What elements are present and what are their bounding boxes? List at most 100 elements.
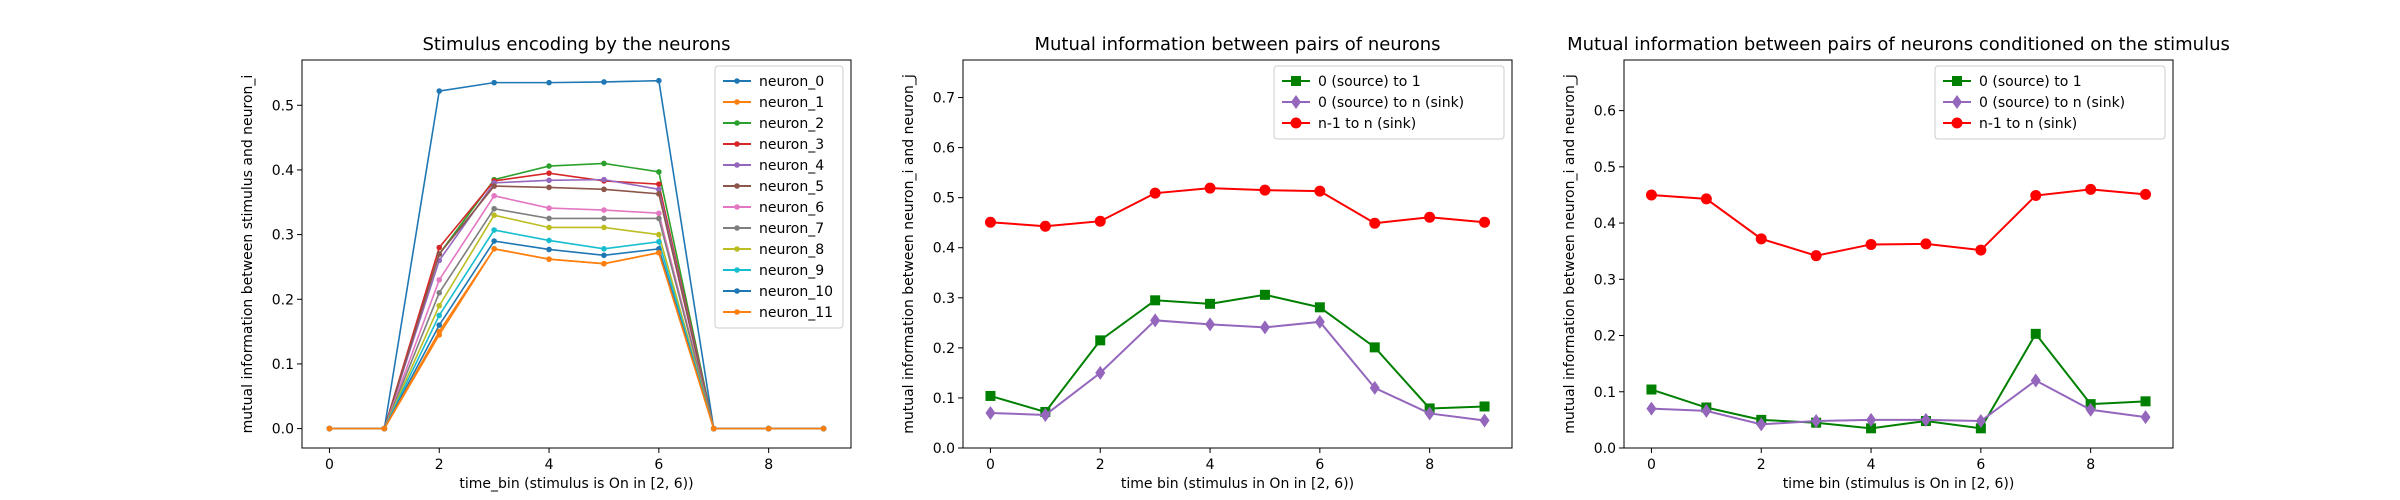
- y-tick-label: 0.5: [1594, 160, 1616, 176]
- y-axis-label: mutual information between stimulus and …: [240, 75, 256, 434]
- y-tick-label: 0.0: [1594, 441, 1616, 457]
- data-point: [1204, 182, 1216, 194]
- x-tick-label: 0: [325, 457, 334, 473]
- data-point: [1424, 211, 1436, 223]
- data-point: [2085, 402, 2096, 417]
- legend-label: neuron_3: [759, 137, 824, 153]
- y-tick-label: 0.5: [272, 98, 294, 114]
- data-point: [546, 163, 552, 169]
- data-point: [656, 191, 662, 197]
- x-tick-label: 8: [764, 457, 773, 473]
- y-tick-label: 0.3: [933, 291, 955, 307]
- data-point: [765, 425, 772, 432]
- legend-swatch-marker: [1291, 95, 1301, 109]
- data-point: [1095, 335, 1106, 346]
- data-point: [2030, 190, 2042, 202]
- series-1: [985, 313, 1490, 428]
- legend-swatch-marker: [734, 141, 740, 147]
- series-line: [1651, 379, 2146, 426]
- legend-swatch-marker: [734, 183, 740, 189]
- data-point: [1095, 365, 1106, 380]
- data-point: [436, 290, 443, 296]
- series-0: [985, 289, 1490, 417]
- data-point: [491, 227, 497, 233]
- data-point: [436, 322, 443, 328]
- data-point: [1314, 314, 1325, 329]
- data-point: [326, 425, 333, 432]
- legend-label: neuron_7: [759, 221, 824, 237]
- x-tick-label: 6: [1315, 457, 1324, 473]
- legend-label: neuron_6: [759, 200, 824, 216]
- data-point: [1314, 185, 1326, 197]
- plot-frame: [301, 59, 852, 449]
- data-point: [1810, 250, 1822, 262]
- legend-swatch-marker: [734, 162, 740, 168]
- chart-title: Mutual information between pairs of neur…: [1034, 34, 1440, 55]
- data-point: [656, 246, 662, 252]
- data-point: [2140, 396, 2151, 407]
- data-point: [1479, 413, 1490, 428]
- data-point: [820, 425, 827, 432]
- legend-swatch-marker: [734, 309, 740, 315]
- y-tick-label: 0.4: [1594, 216, 1616, 232]
- legend-label: neuron_9: [759, 263, 824, 279]
- data-point: [985, 405, 996, 420]
- legend-swatch-marker: [1951, 117, 1963, 129]
- x-tick-label: 2: [1757, 457, 1766, 473]
- data-point: [1755, 233, 1767, 245]
- x-tick-label: 2: [435, 457, 444, 473]
- legend-box: [1273, 65, 1505, 140]
- data-point: [1150, 295, 1161, 306]
- legend-label: neuron_1: [759, 95, 824, 111]
- series-line: [1651, 332, 2146, 430]
- data-point: [2085, 183, 2097, 195]
- legend-label: n-1 to n (sink): [1318, 116, 1416, 132]
- legend-swatch-marker: [734, 120, 740, 126]
- data-point: [601, 176, 607, 183]
- data-point: [601, 160, 607, 167]
- data-point: [601, 260, 607, 267]
- series-line: [329, 247, 824, 430]
- x-tick-label: 0: [1647, 457, 1656, 473]
- series-1: [1646, 373, 2151, 432]
- data-point: [1866, 423, 1877, 434]
- legend-label: neuron_10: [759, 284, 833, 300]
- y-tick-label: 0.2: [1594, 329, 1616, 345]
- data-point: [1150, 313, 1161, 328]
- chart-title: Mutual information between pairs of neur…: [1567, 34, 2230, 55]
- data-point: [1039, 220, 1051, 232]
- data-point: [601, 224, 607, 231]
- legend-swatch-marker: [1291, 76, 1301, 86]
- data-point: [601, 252, 607, 259]
- y-axis-label: mutual information between neuron_i and …: [1562, 74, 1578, 434]
- x-tick-label: 4: [545, 457, 554, 473]
- data-point: [656, 249, 662, 256]
- series-line: [990, 187, 1485, 228]
- data-point: [1865, 238, 1877, 250]
- data-point: [546, 170, 552, 176]
- data-point: [656, 210, 662, 217]
- data-point: [546, 246, 552, 253]
- data-point: [436, 277, 443, 283]
- data-point: [656, 215, 662, 222]
- data-point: [710, 425, 717, 432]
- data-point: [1975, 244, 1987, 256]
- y-tick-label: 0.6: [933, 141, 955, 157]
- data-point: [1369, 217, 1381, 229]
- data-point: [601, 215, 607, 222]
- legend-swatch-marker: [1952, 76, 1962, 86]
- data-point: [1205, 317, 1216, 332]
- data-point: [546, 205, 552, 211]
- data-point: [436, 88, 443, 94]
- data-point: [1866, 412, 1877, 427]
- legend-swatch-marker: [734, 99, 740, 105]
- x-axis-label: time_bin (stimulus is On in [2, 6)): [459, 476, 693, 492]
- chart-panel-0: Stimulus encoding by the neurons 0 2 4 6 8 0.0…: [240, 34, 852, 492]
- data-point: [601, 246, 607, 252]
- y-tick-label: 0.4: [272, 163, 294, 179]
- x-axis-label: time bin (stimulus is On in [2, 6)): [1783, 476, 2015, 492]
- data-point: [546, 237, 552, 244]
- data-point: [491, 193, 497, 199]
- chart-title: Stimulus encoding by the neurons: [422, 34, 730, 55]
